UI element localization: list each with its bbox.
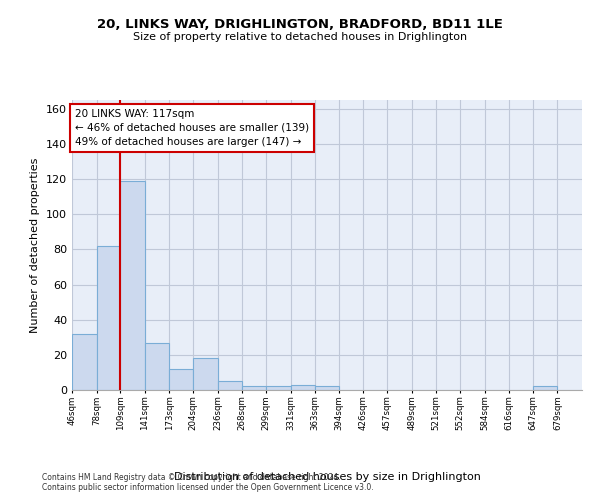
- Text: Size of property relative to detached houses in Drighlington: Size of property relative to detached ho…: [133, 32, 467, 42]
- Bar: [290, 384, 315, 390]
- Bar: [193, 358, 218, 390]
- X-axis label: Distribution of detached houses by size in Drighlington: Distribution of detached houses by size …: [173, 472, 481, 482]
- Bar: [315, 386, 339, 390]
- Bar: [242, 386, 266, 390]
- Bar: [533, 386, 557, 390]
- Text: 20, LINKS WAY, DRIGHLINGTON, BRADFORD, BD11 1LE: 20, LINKS WAY, DRIGHLINGTON, BRADFORD, B…: [97, 18, 503, 30]
- Bar: [121, 181, 145, 390]
- Bar: [72, 334, 97, 390]
- Text: Contains public sector information licensed under the Open Government Licence v3: Contains public sector information licen…: [42, 484, 374, 492]
- Text: Contains HM Land Registry data © Crown copyright and database right 2024.: Contains HM Land Registry data © Crown c…: [42, 474, 341, 482]
- Text: 20 LINKS WAY: 117sqm
← 46% of detached houses are smaller (139)
49% of detached : 20 LINKS WAY: 117sqm ← 46% of detached h…: [75, 109, 309, 147]
- Bar: [266, 386, 290, 390]
- Bar: [169, 369, 193, 390]
- Bar: [145, 342, 169, 390]
- Bar: [218, 381, 242, 390]
- Bar: [97, 246, 121, 390]
- Y-axis label: Number of detached properties: Number of detached properties: [31, 158, 40, 332]
